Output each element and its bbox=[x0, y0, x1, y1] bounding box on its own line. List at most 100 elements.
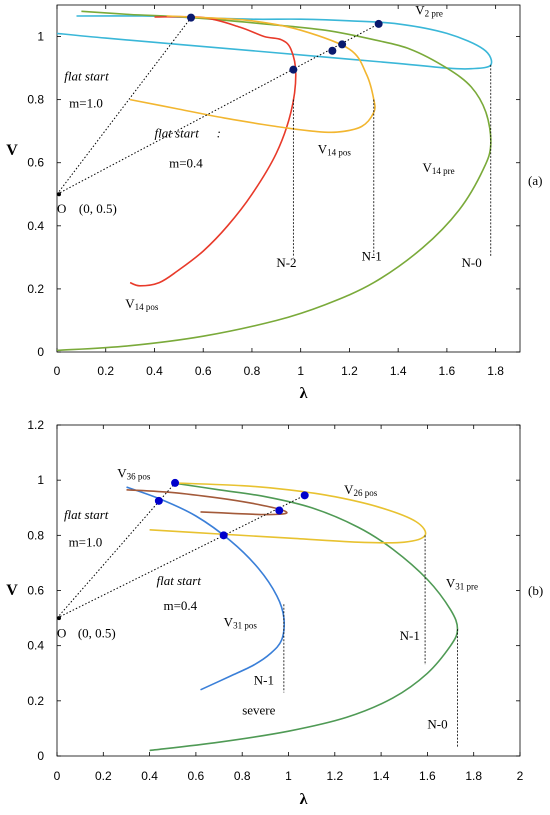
y-tick-label: 0.2 bbox=[27, 694, 44, 708]
annotation: V2 pre bbox=[415, 2, 443, 18]
annotation: flat start bbox=[64, 507, 109, 522]
annotation-text: V bbox=[117, 465, 127, 480]
annotation-subscript: 31 pos bbox=[233, 620, 257, 630]
x-tick-label: 1.8 bbox=[465, 769, 482, 783]
annotation: (0, 0.5) bbox=[79, 201, 117, 216]
plot-frame bbox=[56, 4, 521, 353]
x-tick-label: 0.6 bbox=[188, 769, 205, 783]
annotation-subscript: 31 pre bbox=[455, 582, 478, 592]
annotation-text: V bbox=[415, 2, 425, 17]
annotation-text: V bbox=[344, 482, 354, 497]
annotation-text: flat start bbox=[154, 125, 199, 140]
y-tick-label: 0.8 bbox=[27, 528, 44, 542]
x-tick-label: 1.2 bbox=[326, 769, 343, 783]
x-tick-label: 0.6 bbox=[195, 364, 212, 378]
panel-label: (b) bbox=[528, 583, 543, 598]
annotation-text: V bbox=[318, 141, 328, 156]
annotation-text: m=0.4 bbox=[169, 155, 203, 170]
y-axis-label: V bbox=[6, 582, 18, 599]
x-tick-label: 1.4 bbox=[373, 769, 390, 783]
y-tick-label: 0.8 bbox=[27, 93, 44, 107]
annotation: flat start bbox=[154, 125, 199, 140]
annotation-text: (0, 0.5) bbox=[79, 201, 117, 216]
annotation-text: O bbox=[57, 201, 66, 216]
annotation: m=1.0 bbox=[69, 534, 103, 549]
x-axis-label: λ bbox=[300, 791, 308, 808]
annotation: severe bbox=[242, 703, 275, 718]
y-tick-label: 0.6 bbox=[27, 156, 44, 170]
annotation: N-2 bbox=[276, 255, 296, 270]
annotation: O bbox=[57, 625, 66, 640]
origin-point bbox=[57, 616, 61, 621]
x-tick-label: 0.2 bbox=[95, 769, 112, 783]
annotation: N-1 bbox=[362, 249, 382, 264]
x-tick-label: 0 bbox=[54, 364, 61, 378]
annotation: N-1 bbox=[254, 672, 274, 687]
x-tick-label: 1.6 bbox=[439, 364, 456, 378]
annotation-text: flat start bbox=[64, 69, 109, 84]
annotation: N-1 bbox=[400, 628, 420, 643]
y-tick-label: 1 bbox=[37, 473, 44, 487]
annotation: O bbox=[57, 201, 66, 216]
annotation-text: flat start bbox=[157, 573, 202, 588]
solution-marker bbox=[154, 496, 163, 505]
pv-curve-1 bbox=[56, 10, 492, 352]
x-tick-label: 1.2 bbox=[341, 364, 358, 378]
annotation-text: m=1.0 bbox=[69, 96, 103, 111]
x-tick-label: 1 bbox=[285, 769, 292, 783]
solution-marker bbox=[275, 506, 284, 515]
annotation-text: N-1 bbox=[400, 628, 420, 643]
x-tick-label: 1.4 bbox=[390, 364, 407, 378]
solution-marker bbox=[187, 13, 196, 22]
annotation: m=0.4 bbox=[163, 598, 197, 613]
y-tick-label: 0.2 bbox=[27, 282, 44, 296]
chart-panel-a: 0 0.2 0.4 0.6 0.8 1 1.2 1.4 1.6 1.8 0 0.2 0.4 0.6 0.8 1… bbox=[6, 2, 542, 402]
y-tick-label: 0 bbox=[37, 345, 44, 359]
y-tick-label: 0.4 bbox=[27, 639, 44, 653]
y-tick-label: 0.6 bbox=[27, 584, 44, 598]
annotation: flat start bbox=[157, 573, 202, 588]
annotation: N-0 bbox=[462, 255, 482, 270]
pv-curve-3 bbox=[129, 15, 376, 134]
x-tick-label: 0.8 bbox=[244, 364, 261, 378]
panel-label: (a) bbox=[528, 173, 542, 188]
annotation-subscript: 36 pos bbox=[127, 471, 151, 481]
solution-marker bbox=[289, 65, 298, 74]
pv-curve-0 bbox=[56, 15, 493, 70]
annotation-text: m=1.0 bbox=[69, 534, 103, 549]
annotation-subscript: 14 pos bbox=[135, 302, 159, 312]
annotation-text: V bbox=[125, 296, 135, 311]
annotation-text: O bbox=[57, 625, 66, 640]
annotation: V14 pos bbox=[318, 141, 352, 157]
x-tick-label: 2 bbox=[517, 769, 524, 783]
origin-point bbox=[57, 192, 61, 197]
annotation-text: : bbox=[217, 125, 221, 140]
annotation-text: N-2 bbox=[276, 255, 296, 270]
pv-curve-2 bbox=[129, 15, 297, 287]
annotation: V26 pos bbox=[344, 482, 378, 498]
x-tick-label: 1.8 bbox=[487, 364, 504, 378]
annotation-text: V bbox=[224, 614, 234, 629]
annotation: m=0.4 bbox=[169, 155, 203, 170]
annotation-text: N-0 bbox=[462, 255, 482, 270]
annotation-text: N-1 bbox=[254, 672, 274, 687]
y-tick-label: 0.4 bbox=[27, 219, 44, 233]
pv-curve-3 bbox=[126, 489, 288, 516]
x-axis-label: λ bbox=[300, 385, 308, 402]
x-tick-label: 0.4 bbox=[146, 364, 163, 378]
annotation-text: V bbox=[446, 576, 456, 591]
annotation: flat start bbox=[64, 69, 109, 84]
pv-curve-0 bbox=[126, 486, 285, 691]
solution-marker bbox=[219, 531, 228, 540]
x-tick-label: 1 bbox=[297, 364, 304, 378]
solution-marker bbox=[171, 478, 180, 487]
annotation-text: severe bbox=[242, 703, 275, 718]
annotation: V36 pos bbox=[117, 465, 151, 481]
annotation-subscript: 26 pos bbox=[353, 488, 377, 498]
annotation: (0, 0.5) bbox=[78, 625, 116, 640]
annotation-subscript: 2 pre bbox=[425, 8, 443, 18]
annotation-subscript: 14 pre bbox=[432, 166, 455, 176]
annotation: N-0 bbox=[427, 716, 447, 731]
annotation: V14 pre bbox=[423, 160, 455, 176]
